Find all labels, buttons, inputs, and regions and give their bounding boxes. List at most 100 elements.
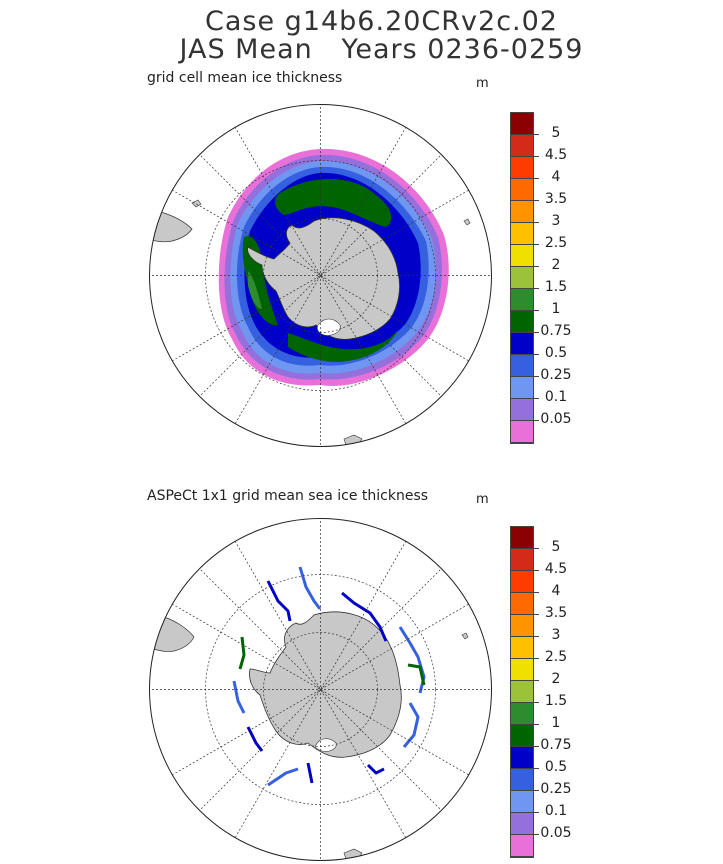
colorbar-2-tick xyxy=(532,614,539,615)
colorbar-1-cell xyxy=(511,311,533,333)
colorbar-1-label: 0.75 xyxy=(540,323,572,339)
colorbar-2-label: 0.25 xyxy=(540,781,572,797)
colorbar-1-label: 3 xyxy=(551,213,561,229)
colorbar-1-label: 0.5 xyxy=(544,345,568,361)
track-7 xyxy=(366,763,385,775)
south-america xyxy=(149,208,193,243)
colorbar-2-tick xyxy=(532,746,539,747)
panel-1-unit: m xyxy=(476,76,489,91)
colorbar-1-cell xyxy=(511,157,533,179)
colorbar-2-cell xyxy=(511,725,533,747)
track-1 xyxy=(266,580,292,622)
colorbar-1-label: 5 xyxy=(551,125,561,141)
colorbar-1-tick xyxy=(532,376,539,377)
colorbar-1-cell xyxy=(511,113,533,135)
colorbar-1-cell xyxy=(511,399,533,421)
colorbar-2-tick xyxy=(532,724,539,725)
colorbar-1-cell xyxy=(511,421,533,443)
colorbar-1-cell xyxy=(511,333,533,355)
colorbar-1-cell xyxy=(511,355,533,377)
colorbar-1-cell xyxy=(511,377,533,399)
colorbar-1-tick xyxy=(532,244,539,245)
colorbar-1-label: 1 xyxy=(551,301,561,317)
colorbar-2-tick xyxy=(532,768,539,769)
colorbar-1-label: 3.5 xyxy=(544,191,568,207)
colorbar-1-tick xyxy=(532,266,539,267)
track-2 xyxy=(298,566,322,610)
colorbar-1 xyxy=(510,112,534,444)
island-3 xyxy=(191,199,202,208)
colorbar-1-label: 2 xyxy=(551,257,561,273)
colorbar-2-label: 3.5 xyxy=(544,605,568,621)
ross-ice-shelf xyxy=(316,318,341,336)
title-line-1: Case g14b6.20CRv2c.02 xyxy=(205,6,558,37)
colorbar-2-tick xyxy=(532,636,539,637)
colorbar-2-cell xyxy=(511,703,533,725)
colorbar-1-cell xyxy=(511,179,533,201)
ice-patch-weddell xyxy=(275,179,392,227)
track-10 xyxy=(232,680,246,714)
colorbar-2-tick xyxy=(532,548,539,549)
colorbar-2-label: 3 xyxy=(551,627,561,643)
colorbar-1-cell xyxy=(511,201,533,223)
colorbar-2-tick xyxy=(532,658,539,659)
colorbar-2-cell xyxy=(511,615,533,637)
colorbar-2-tick xyxy=(532,702,539,703)
colorbar-1-tick xyxy=(532,398,539,399)
colorbar-2-cell xyxy=(511,571,533,593)
colorbar-1-label: 0.1 xyxy=(544,389,568,405)
colorbar-2-label: 1 xyxy=(551,715,561,731)
colorbar-1-label: 1.5 xyxy=(544,279,568,295)
panel-2-map xyxy=(149,518,492,861)
colorbar-2-label: 4.5 xyxy=(544,561,568,577)
colorbar-1-tick xyxy=(532,222,539,223)
colorbar-2 xyxy=(510,526,534,858)
colorbar-1-cell xyxy=(511,245,533,267)
colorbar-2-tick xyxy=(532,812,539,813)
colorbar-2-label: 5 xyxy=(551,539,561,555)
colorbar-2-tick xyxy=(532,834,539,835)
island-1 xyxy=(461,632,469,640)
colorbar-2-cell xyxy=(511,659,533,681)
colorbar-2-cell xyxy=(511,681,533,703)
antarctica xyxy=(249,611,402,758)
colorbar-2-cell xyxy=(511,593,533,615)
colorbar-1-tick xyxy=(532,134,539,135)
colorbar-2-cell xyxy=(511,835,533,857)
colorbar-2-cell xyxy=(511,769,533,791)
colorbar-1-cell xyxy=(511,289,533,311)
colorbar-1-tick xyxy=(532,178,539,179)
colorbar-2-cell xyxy=(511,527,533,549)
colorbar-2-tick xyxy=(532,680,539,681)
colorbar-1-tick xyxy=(532,310,539,311)
panel-2-unit: m xyxy=(476,492,489,507)
colorbar-2-label: 2 xyxy=(551,671,561,687)
colorbar-1-tick xyxy=(532,354,539,355)
track-11 xyxy=(238,636,246,670)
track-6 xyxy=(402,702,420,748)
colorbar-2-cell xyxy=(511,747,533,769)
colorbar-2-cell xyxy=(511,813,533,835)
panel-1-label: grid cell mean ice thickness xyxy=(147,70,343,86)
colorbar-1-tick xyxy=(532,420,539,421)
colorbar-2-label: 4 xyxy=(551,583,561,599)
colorbar-2-cell xyxy=(511,549,533,571)
panel-2-label: ASPeCt 1x1 grid mean sea ice thickness xyxy=(147,488,429,504)
colorbar-1-tick xyxy=(532,332,539,333)
colorbar-1-label: 0.05 xyxy=(540,411,572,427)
colorbar-2-cell xyxy=(511,637,533,659)
colorbar-1-label: 2.5 xyxy=(544,235,568,251)
ice-patch-1.5 xyxy=(248,271,262,309)
track-8 xyxy=(306,762,314,784)
ice-patch-ross xyxy=(288,329,398,362)
island-1 xyxy=(463,218,471,226)
colorbar-2-label: 0.1 xyxy=(544,803,568,819)
colorbar-2-label: 0.75 xyxy=(540,737,572,753)
colorbar-2-label: 2.5 xyxy=(544,649,568,665)
track-5 xyxy=(407,663,426,686)
colorbar-2-tick xyxy=(532,570,539,571)
colorbar-2-label: 0.05 xyxy=(540,825,572,841)
colorbar-2-label: 1.5 xyxy=(544,693,568,709)
colorbar-1-tick xyxy=(532,288,539,289)
panel-1-map xyxy=(149,104,492,447)
